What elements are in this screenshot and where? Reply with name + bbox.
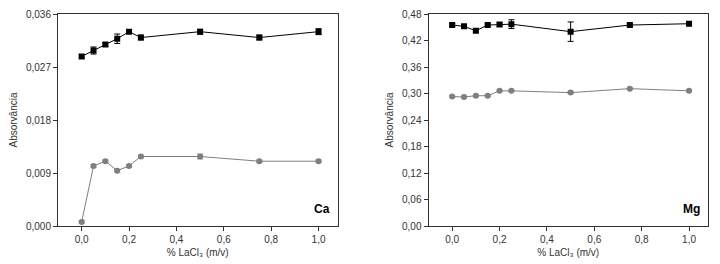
svg-text:0,42: 0,42 xyxy=(402,35,422,46)
svg-text:0,009: 0,009 xyxy=(26,168,51,179)
svg-text:0,8: 0,8 xyxy=(635,234,649,245)
svg-text:0,2: 0,2 xyxy=(122,234,136,245)
svg-text:0,48: 0,48 xyxy=(402,9,422,20)
svg-text:0,00: 0,00 xyxy=(402,221,422,232)
svg-text:Mg: Mg xyxy=(683,202,700,216)
svg-text:0,018: 0,018 xyxy=(26,115,51,126)
svg-text:0,06: 0,06 xyxy=(402,194,422,205)
svg-text:Absorvância: Absorvância xyxy=(8,92,19,147)
svg-text:0,8: 0,8 xyxy=(264,234,278,245)
svg-text:Ca: Ca xyxy=(314,202,330,216)
svg-text:Absorvância: Absorvância xyxy=(384,92,395,147)
svg-text:0,30: 0,30 xyxy=(402,88,422,99)
svg-text:1,0: 1,0 xyxy=(682,234,696,245)
svg-text:0,6: 0,6 xyxy=(587,234,601,245)
svg-text:1,0: 1,0 xyxy=(312,234,326,245)
svg-text:0,4: 0,4 xyxy=(540,234,554,245)
svg-text:0,36: 0,36 xyxy=(402,62,422,73)
svg-text:0,6: 0,6 xyxy=(217,234,231,245)
svg-text:0,036: 0,036 xyxy=(26,9,51,20)
svg-text:0,2: 0,2 xyxy=(493,234,507,245)
svg-text:0,000: 0,000 xyxy=(26,221,51,232)
svg-text:% LaCl₃ (m/v): % LaCl₃ (m/v) xyxy=(537,247,599,258)
svg-text:0,18: 0,18 xyxy=(402,141,422,152)
svg-text:0,0: 0,0 xyxy=(445,234,459,245)
svg-text:0,24: 0,24 xyxy=(402,115,422,126)
svg-text:0,027: 0,027 xyxy=(26,62,51,73)
svg-text:% LaCl₃ (m/v): % LaCl₃ (m/v) xyxy=(167,247,229,258)
svg-text:0,4: 0,4 xyxy=(169,234,183,245)
svg-text:0,0: 0,0 xyxy=(75,234,89,245)
svg-text:0,12: 0,12 xyxy=(402,168,422,179)
